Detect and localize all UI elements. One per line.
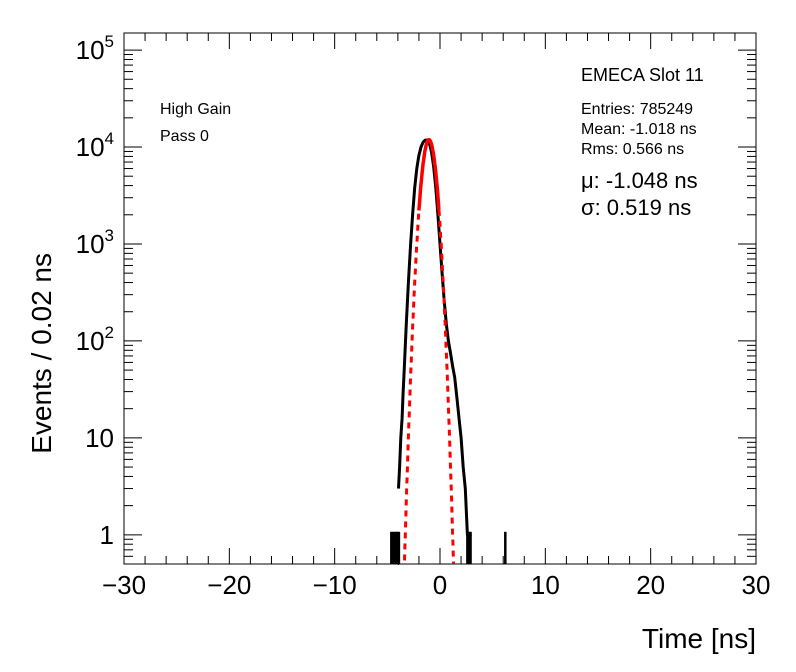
plot-frame — [123, 32, 757, 565]
fit-sigma: σ: 0.519 ns — [581, 195, 691, 220]
stat-rms: Rms: 0.566 ns — [581, 141, 684, 158]
y-tick-base: 10 — [76, 326, 105, 356]
x-tick-label: 20 — [636, 570, 665, 600]
y-axis-title: Events / 0.02 ns — [26, 253, 57, 454]
y-tick-base: 1 — [100, 520, 114, 550]
pass-label: Pass 0 — [160, 128, 209, 145]
y-tick-exponent: 3 — [105, 226, 114, 245]
y-tick-base: 10 — [76, 229, 105, 259]
y-tick-label: 10 — [85, 423, 114, 453]
y-tick-label: 104 — [76, 129, 114, 162]
gaussian-fit-series — [403, 137, 455, 564]
x-tick-label: 0 — [433, 570, 447, 600]
fit-mu: μ: -1.048 ns — [581, 168, 698, 193]
y-tick-label: 105 — [76, 32, 114, 65]
fit-curve-dashed-left — [403, 211, 421, 561]
y-tick-exponent: 2 — [105, 323, 114, 342]
x-tick-label: −10 — [313, 570, 357, 600]
y-tick-exponent: 5 — [105, 32, 114, 51]
x-tick-label: 10 — [531, 570, 560, 600]
x-tick-label: 30 — [742, 570, 771, 600]
x-tick-label: −30 — [102, 570, 146, 600]
fit-curve-dashed-right — [437, 209, 455, 564]
y-tick-exponent: 4 — [105, 129, 114, 148]
gain-label: High Gain — [160, 101, 231, 118]
stat-mean: Mean: -1.018 ns — [581, 121, 697, 138]
y-tick-base: 10 — [76, 35, 105, 65]
y-tick-base: 10 — [76, 132, 105, 162]
y-tick-base: 10 — [85, 423, 114, 453]
y-tick-label: 1 — [100, 520, 114, 550]
y-tick-label: 103 — [76, 226, 114, 259]
axis-ticks — [123, 33, 757, 565]
x-tick-label: −20 — [207, 570, 251, 600]
y-tick-label: 102 — [76, 323, 114, 356]
chart-title: EMECA Slot 11 — [581, 65, 704, 85]
fit-curve-solid — [417, 137, 441, 211]
x-tick-labels: −30 −20 −10 0 10 20 30 — [102, 570, 771, 600]
stat-entries: Entries: 785249 — [581, 101, 693, 118]
x-axis-title: Time [ns] — [642, 623, 756, 654]
